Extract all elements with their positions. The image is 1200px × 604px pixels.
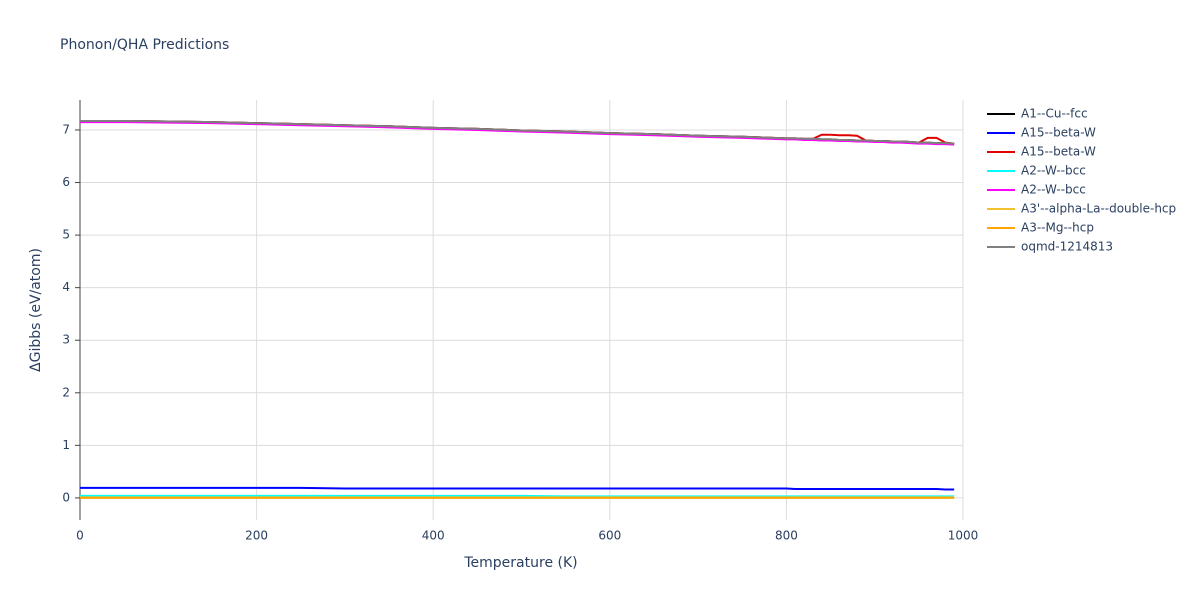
- legend-label: A2--W--bcc: [1021, 164, 1086, 178]
- y-tick-label: 6: [62, 175, 70, 189]
- legend-label: A3--Mg--hcp: [1021, 221, 1094, 235]
- y-tick-label: 2: [62, 385, 70, 399]
- legend-label: A15--beta-W: [1021, 145, 1096, 159]
- x-tick-label: 400: [422, 529, 445, 543]
- y-tick-label: 7: [62, 122, 70, 136]
- y-axis-title: ΔGibbs (eV/atom): [28, 248, 44, 372]
- legend-label: oqmd-1214813: [1021, 240, 1113, 254]
- x-axis-title: Temperature (K): [463, 555, 577, 571]
- legend-label: A15--beta-W: [1021, 126, 1096, 140]
- chart-title: Phonon/QHA Predictions: [60, 37, 229, 53]
- series-line: [80, 486, 955, 491]
- y-tick-label: 0: [62, 490, 70, 504]
- series-line: [80, 121, 955, 146]
- x-tick-label: 1000: [948, 529, 979, 543]
- legend-label: A2--W--bcc: [1021, 183, 1086, 197]
- series-line: [80, 494, 955, 498]
- y-tick-label: 4: [62, 280, 70, 294]
- x-tick-label: 200: [245, 529, 268, 543]
- y-tick-label: 1: [62, 438, 70, 452]
- y-tick-label: 5: [62, 228, 70, 242]
- y-tick-label: 3: [62, 333, 70, 347]
- x-tick-label: 800: [775, 529, 798, 543]
- legend-label: A3'--alpha-La--double-hcp: [1021, 202, 1176, 216]
- series-line: [80, 120, 955, 145]
- x-tick-label: 600: [598, 529, 621, 543]
- legend-label: A1--Cu--fcc: [1021, 107, 1088, 121]
- x-tick-label: 0: [76, 529, 84, 543]
